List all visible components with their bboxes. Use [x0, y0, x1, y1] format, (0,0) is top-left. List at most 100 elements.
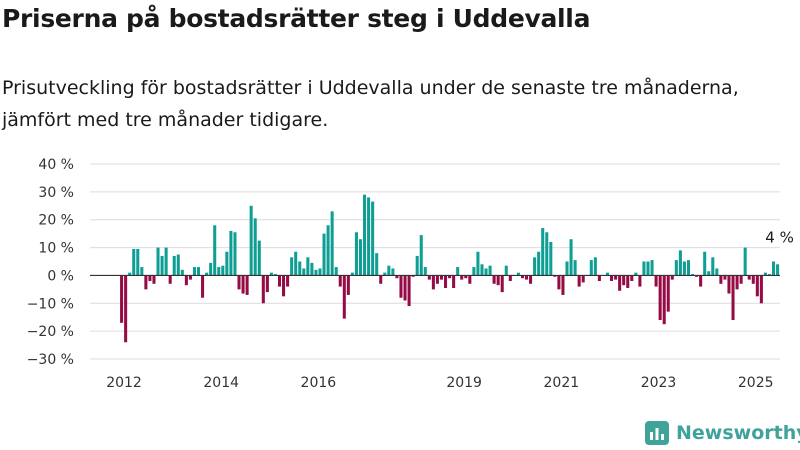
bar — [160, 255, 164, 276]
y-tick-label: 20 % — [38, 213, 74, 229]
newsworthy-logo[interactable]: Newsworthy — [644, 419, 800, 447]
bar — [516, 272, 520, 276]
bar — [221, 265, 225, 276]
bar — [695, 275, 699, 277]
bar-chart: 40 %30 %20 %10 %0 %−10 %−20 %−30 % 2012 2… — [27, 157, 794, 391]
bars — [120, 194, 780, 343]
bar — [217, 267, 221, 276]
bar — [622, 275, 626, 286]
bar — [168, 275, 172, 284]
bar — [605, 272, 610, 276]
bar — [545, 232, 549, 276]
bar — [358, 239, 363, 276]
chart-title: Priserna på bostadsrätter steg i Uddeval… — [2, 4, 591, 33]
bar — [156, 247, 160, 276]
bar — [565, 261, 569, 276]
bar — [277, 275, 282, 287]
bar — [367, 197, 371, 276]
bar — [743, 247, 747, 276]
y-tick-label: 40 % — [38, 157, 74, 173]
bar — [577, 275, 581, 287]
chart-bars-icon — [645, 421, 669, 445]
bar — [229, 230, 233, 276]
bar — [682, 261, 686, 276]
bar — [468, 275, 472, 284]
bar — [614, 275, 618, 280]
y-tick-label: 10 % — [38, 241, 74, 257]
x-tick-label: 2023 — [641, 375, 677, 391]
bar — [537, 251, 541, 276]
bar — [302, 268, 306, 276]
bar — [772, 261, 776, 276]
bar — [484, 268, 488, 276]
bar — [261, 275, 265, 304]
bar — [731, 275, 735, 320]
bar — [464, 275, 468, 279]
bar — [148, 275, 152, 281]
bar — [476, 251, 480, 276]
bar — [480, 264, 484, 276]
bar — [492, 275, 496, 284]
bar — [415, 255, 419, 276]
bar — [581, 275, 585, 283]
bar — [298, 261, 302, 276]
bar — [184, 275, 188, 286]
bar — [152, 275, 156, 284]
x-axis: 2012 2014 2016 2019 2021 2023 2025 — [106, 375, 773, 391]
bar — [383, 272, 387, 276]
bar — [650, 260, 654, 276]
bar — [439, 275, 443, 280]
bar — [306, 257, 310, 276]
x-tick-label: 2016 — [301, 375, 337, 391]
bar — [435, 275, 439, 284]
x-tick-label: 2012 — [106, 375, 142, 391]
bar — [658, 275, 662, 320]
bar — [557, 275, 561, 290]
bar — [618, 275, 622, 291]
bar — [634, 272, 638, 276]
bar — [233, 232, 237, 276]
bar — [197, 267, 201, 276]
bar — [456, 267, 460, 276]
bar — [719, 275, 723, 284]
bar — [124, 275, 128, 343]
bar — [630, 275, 634, 281]
bar — [703, 251, 707, 276]
bar — [735, 275, 739, 290]
y-tick-label: 30 % — [38, 185, 74, 201]
bar — [265, 275, 269, 293]
bar — [326, 225, 330, 276]
bar — [314, 269, 318, 276]
bar — [205, 272, 209, 276]
bar — [715, 268, 719, 276]
bar — [269, 272, 273, 276]
bar — [642, 261, 646, 276]
bar — [452, 275, 456, 288]
bar — [638, 275, 642, 287]
bar — [375, 253, 379, 276]
bar — [431, 275, 435, 290]
bar — [707, 271, 711, 276]
y-tick-label: −10 % — [27, 296, 74, 312]
bar — [776, 264, 780, 276]
bar — [338, 275, 342, 287]
bar — [318, 268, 322, 276]
bar — [310, 262, 314, 276]
bar — [411, 275, 415, 277]
bar — [407, 275, 411, 307]
bar — [646, 261, 650, 276]
bar — [699, 275, 703, 287]
bar — [241, 275, 245, 294]
bar — [132, 248, 136, 276]
y-tick-label: −20 % — [27, 324, 74, 340]
y-axis: 40 % 30 % 20 % 10 % 0 % −10 % −20 % −30 % — [27, 157, 74, 368]
y-tick-label: 0 % — [47, 268, 74, 284]
bar — [201, 275, 205, 298]
bar — [691, 274, 695, 276]
bar — [120, 275, 124, 323]
y-tick-label: −30 % — [27, 352, 74, 368]
bar — [419, 235, 423, 276]
bar — [520, 275, 524, 279]
bar — [282, 275, 286, 297]
bar — [144, 275, 148, 290]
